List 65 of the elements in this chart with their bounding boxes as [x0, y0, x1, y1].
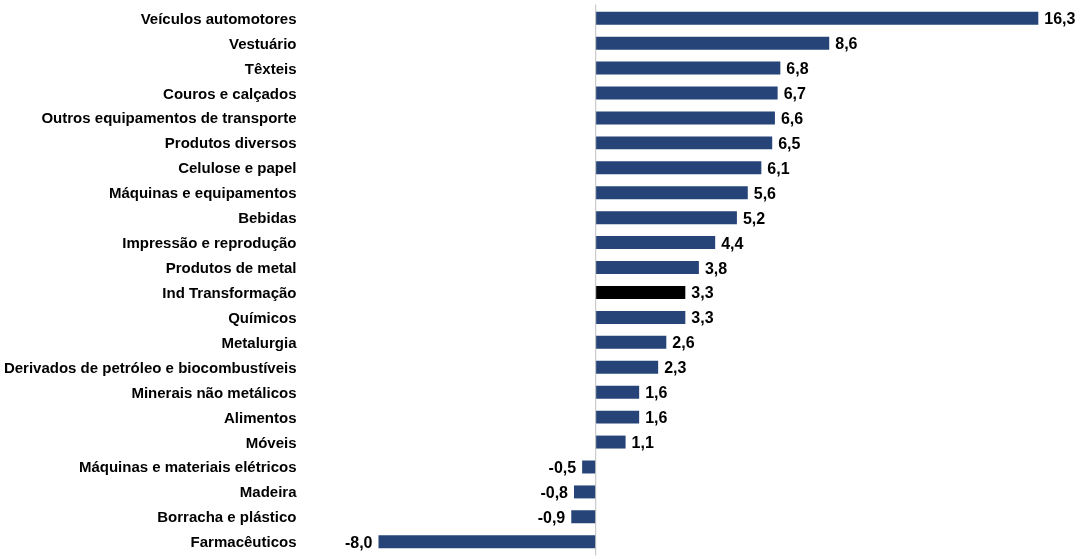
data-label: 2,6	[672, 334, 695, 352]
y-tick-label: Borracha e plástico	[157, 508, 297, 526]
bar	[595, 236, 716, 250]
data-label: -0,9	[537, 508, 566, 526]
data-label: 3,3	[691, 284, 714, 302]
bar	[595, 435, 626, 449]
y-tick-label: Bebidas	[238, 209, 297, 227]
bar	[595, 11, 1039, 25]
y-tick-label: Alimentos	[223, 408, 297, 426]
data-label: 4,4	[721, 234, 744, 252]
y-tick-label: Ind Transformação	[162, 283, 297, 301]
data-label: 3,8	[704, 259, 728, 277]
bar	[595, 161, 762, 175]
bar	[595, 285, 686, 299]
bar	[595, 211, 737, 225]
y-tick-label: Máquinas e equipamentos	[108, 184, 297, 202]
y-tick-label: Celulose e papel	[178, 159, 297, 177]
bar	[595, 61, 781, 75]
y-tick-label: Produtos de metal	[165, 259, 297, 277]
data-label: 3,3	[691, 309, 714, 327]
y-tick-label: Impressão e reprodução	[122, 234, 297, 252]
data-label: 8,6	[835, 35, 858, 53]
y-tick-label: Veículos automotores	[140, 9, 297, 27]
bar	[595, 111, 775, 125]
y-tick-label: Minerais não metálicos	[131, 383, 297, 401]
y-tick-label: Vestuário	[228, 34, 297, 52]
data-label: 6,6	[780, 109, 804, 127]
bar	[571, 510, 596, 524]
bar	[573, 485, 596, 499]
data-label: 1,1	[631, 434, 654, 452]
data-label: 5,6	[753, 184, 777, 202]
data-label: 1,6	[645, 409, 668, 427]
y-tick-label: Farmacêuticos	[190, 533, 297, 551]
y-tick-label: Madeira	[239, 483, 298, 501]
y-tick-label: Móveis	[245, 433, 297, 451]
bar	[595, 410, 640, 424]
y-tick-label: Couros e calçados	[163, 84, 297, 102]
bar	[595, 360, 659, 374]
y-tick-label: Máquinas e materiais elétricos	[78, 458, 297, 476]
y-tick-label: Têxteis	[244, 59, 297, 77]
data-label: 6,8	[786, 60, 809, 78]
y-tick-label: Metalurgia	[221, 333, 298, 351]
data-label: 1,6	[645, 384, 668, 402]
bar	[595, 385, 640, 399]
bar	[378, 535, 596, 549]
data-label: 6,1	[767, 159, 790, 177]
bar	[595, 261, 699, 275]
bar	[595, 186, 748, 200]
data-label: -0,8	[540, 483, 569, 501]
data-label: -8,0	[344, 533, 373, 551]
y-tick-label: Outros equipamentos de transporte	[41, 109, 297, 127]
data-label: -0,5	[548, 458, 577, 476]
bar	[595, 136, 773, 150]
bar	[595, 310, 686, 324]
y-tick-label: Produtos diversos	[164, 134, 297, 152]
y-tick-label: Derivados de petróleo e biocombustíveis	[3, 358, 297, 376]
bar	[595, 86, 778, 100]
data-label: 6,5	[778, 134, 801, 152]
y-tick-label: Químicos	[228, 308, 297, 326]
data-label: 6,7	[783, 85, 806, 103]
bar	[595, 36, 830, 50]
bar	[595, 335, 667, 349]
data-label: 2,3	[664, 359, 687, 377]
data-label: 16,3	[1044, 10, 1076, 28]
data-label: 5,2	[742, 209, 766, 227]
